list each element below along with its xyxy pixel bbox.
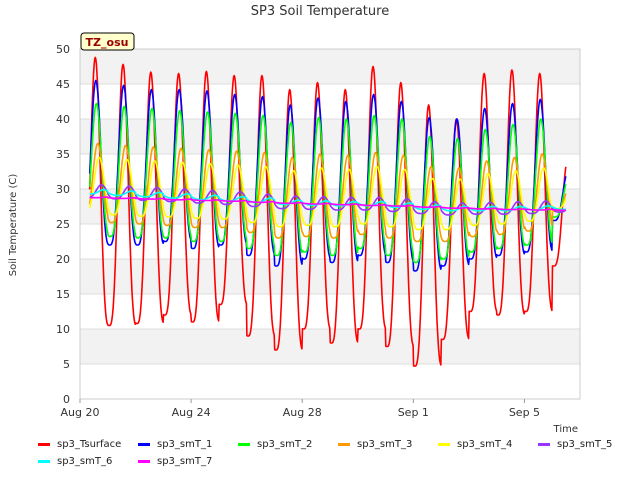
legend-row: sp3_Tsurface sp3_smT_1 sp3_smT_2 sp3_smT_3 s… [38,436,638,453]
background-band [80,49,580,84]
background-band [80,294,580,329]
legend-item-sp3_smT_6: sp3_smT_6 [38,456,138,467]
y-tick-label: 45 [56,78,70,91]
legend-label: sp3_smT_1 [157,439,213,450]
y-tick-label: 35 [56,148,70,161]
y-tick-label: 50 [56,43,70,56]
y-tick-label: 0 [63,393,70,406]
y-tick-label: 25 [56,218,70,231]
background-band [80,364,580,399]
series-line-sp3_Tsurface [88,56,567,367]
x-tick-label: Sep 1 [398,406,429,419]
background-band [80,259,580,294]
legend-label: sp3_Tsurface [57,439,122,450]
y-axis-ticks: 0 5 10 15 20 25 30 35 40 45 50 [56,43,70,406]
background-band [80,84,580,119]
legend-item-sp3_smT_3: sp3_smT_3 [338,439,438,450]
series-line-sp3_smT_4 [88,156,567,231]
legend-label: sp3_smT_4 [457,439,513,450]
plot-area [79,48,581,400]
legend-item-sp3_smT_1: sp3_smT_1 [138,439,238,450]
x-tick-label: Sep 5 [509,406,540,419]
y-tick-label: 5 [63,358,70,371]
background-band [80,119,580,154]
y-tick-label: 30 [56,183,70,196]
legend-label: sp3_smT_5 [557,439,613,450]
legend-swatch [38,460,50,463]
legend-swatch [538,443,550,446]
tz-annotation-label: TZ_osu [86,36,129,49]
series-lines [88,56,567,367]
tz-annotation: TZ_osu [80,32,135,51]
legend-item-sp3_smT_5: sp3_smT_5 [538,439,638,450]
legend-item-sp3_smT_2: sp3_smT_2 [238,439,338,450]
legend-swatch [238,443,250,446]
legend-label: sp3_smT_6 [57,456,113,467]
y-tick-label: 20 [56,253,70,266]
y-tick-label: 15 [56,288,70,301]
legend-swatch [338,443,350,446]
legend-row: sp3_smT_6 sp3_smT_7 [38,453,638,470]
x-tick-label: Aug 20 [61,406,100,419]
legend-swatch [38,443,50,446]
legend-item-sp3_Tsurface: sp3_Tsurface [38,439,138,450]
legend-label: sp3_smT_3 [357,439,413,450]
legend-item-sp3_smT_7: sp3_smT_7 [138,456,238,467]
legend-swatch [138,443,150,446]
series-line-sp3_smT_2 [88,102,567,264]
legend-label: sp3_smT_7 [157,456,213,467]
legend-swatch [138,460,150,463]
y-tick-label: 10 [56,323,70,336]
y-tick-label: 40 [56,113,70,126]
series-line-sp3_smT_3 [88,142,567,243]
series-line-sp3_smT_7 [89,196,567,212]
x-axis-label: Time [553,424,578,435]
x-axis-ticks: Aug 20 Aug 24 Aug 28 Sep 1 Sep 5 [61,399,540,419]
chart-title: SP3 Soil Temperature [251,4,389,19]
background-band [80,154,580,189]
x-tick-label: Aug 28 [283,406,322,419]
legend-item-sp3_smT_4: sp3_smT_4 [438,439,538,450]
x-tick-label: Aug 24 [172,406,211,419]
legend-label: sp3_smT_2 [257,439,313,450]
legend-swatch [438,443,450,446]
y-axis-label: Soil Temperature (C) [8,174,19,277]
legend: sp3_Tsurface sp3_smT_1 sp3_smT_2 sp3_smT_3 s… [38,436,638,470]
